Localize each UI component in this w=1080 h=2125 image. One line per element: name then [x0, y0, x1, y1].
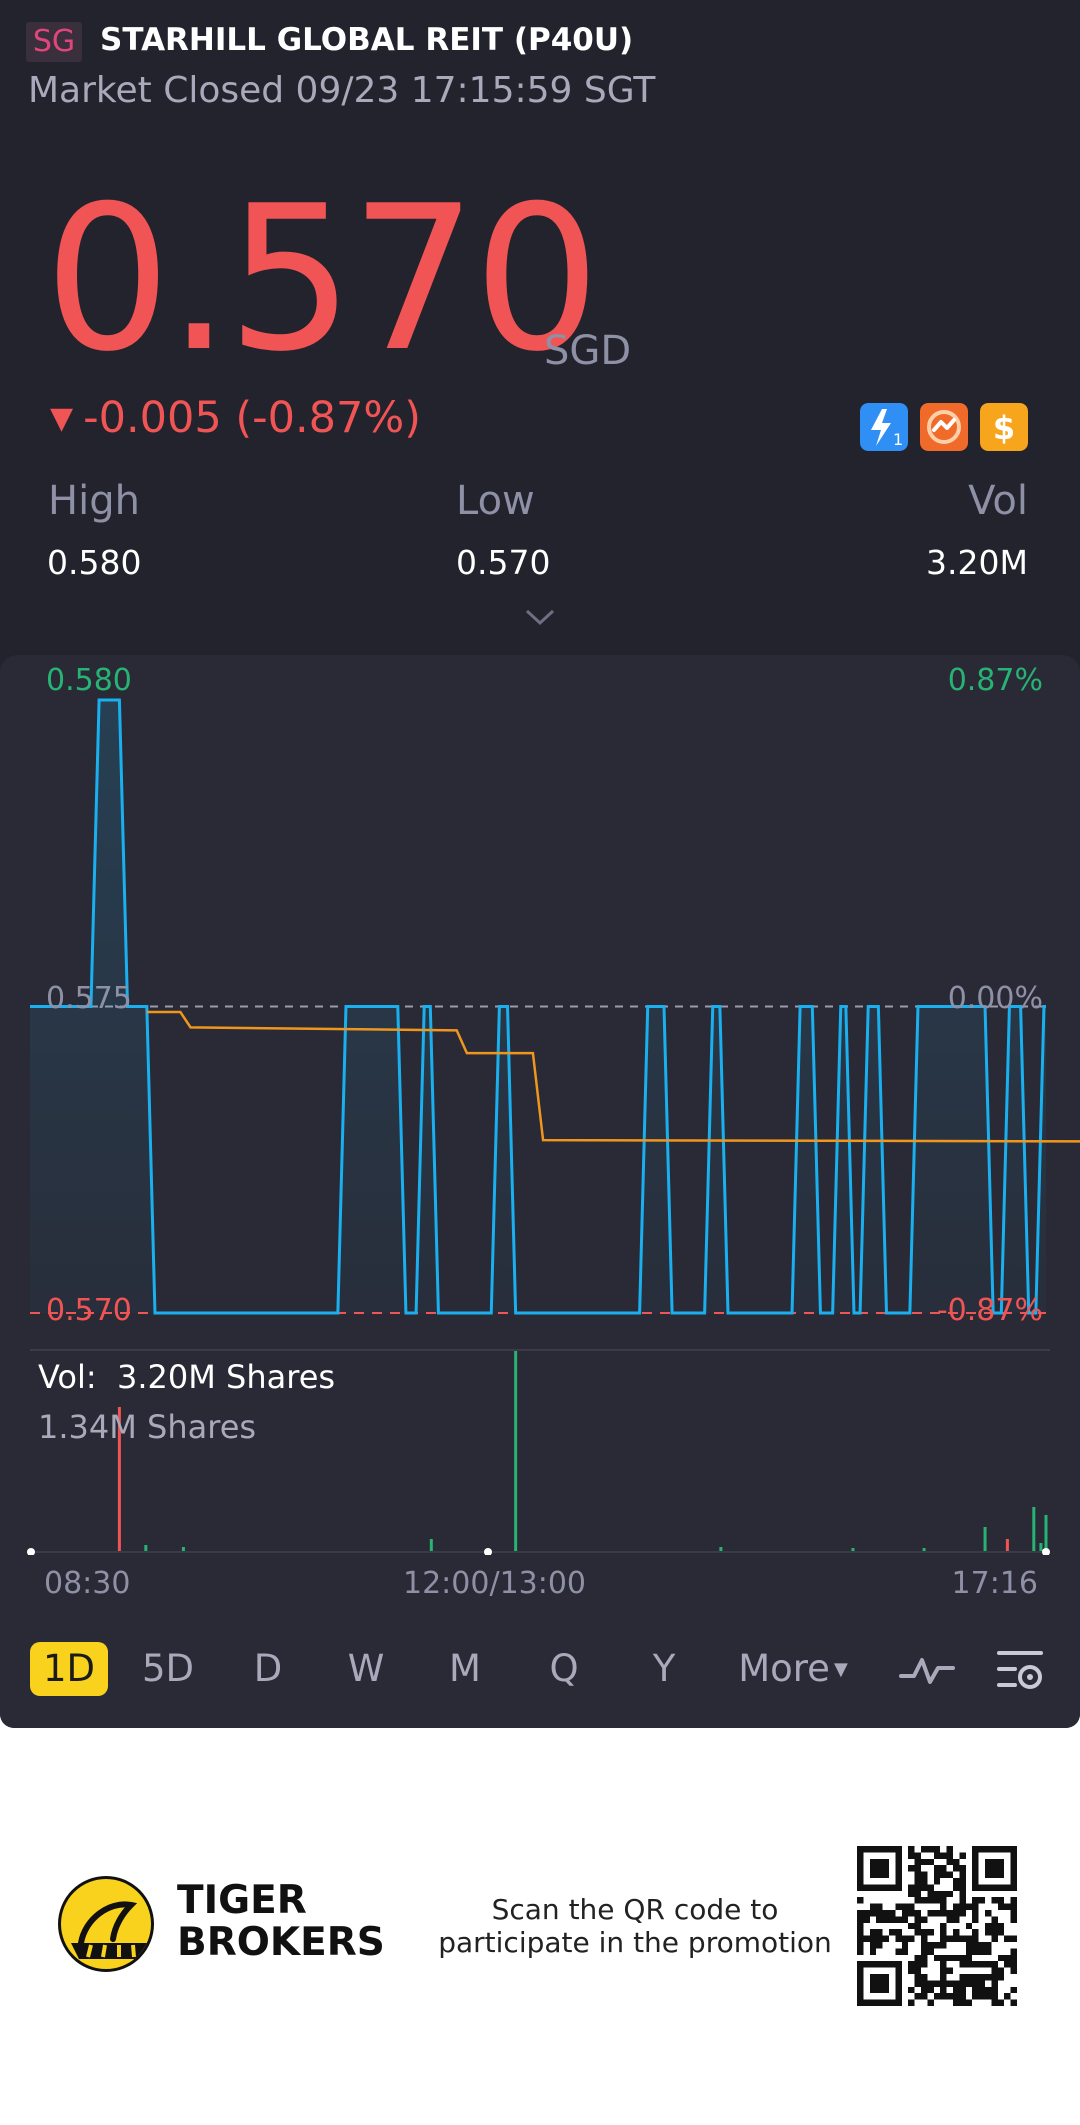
chevron-down-icon[interactable]	[522, 606, 558, 628]
tab-more-label: More	[738, 1647, 830, 1690]
volume-bars	[27, 1351, 1050, 1555]
currency-label: SGD	[544, 328, 632, 374]
intraday-chart[interactable]: 0.580 0.575 0.570 0.87% 0.00% -0.87%	[0, 655, 1080, 1555]
y-axis-top-label: 0.580	[46, 663, 132, 698]
high-value: 0.580	[47, 543, 142, 582]
dollar-icon[interactable]: $	[980, 403, 1028, 451]
tab-q[interactable]: Q	[549, 1647, 579, 1690]
tab-y[interactable]: Y	[652, 1647, 676, 1690]
volume-bar	[117, 1407, 121, 1551]
brand-line-2: BROKERS	[177, 1920, 385, 1965]
average-price-line	[146, 1010, 1080, 1143]
volume-total-label: Vol:	[38, 1358, 97, 1396]
volume-max-label: 1.34M Shares	[38, 1408, 257, 1446]
chart-grid	[30, 1005, 1050, 1553]
brand-name: TIGER BROKERS	[177, 1880, 385, 1964]
low-label: Low	[456, 478, 535, 524]
volume-bar	[1044, 1515, 1048, 1551]
session-end-dot	[1042, 1548, 1050, 1555]
volume-bar	[983, 1527, 987, 1551]
tab-m[interactable]: M	[449, 1647, 481, 1690]
tab-w[interactable]: W	[347, 1647, 385, 1690]
stock-name: STARHILL GLOBAL REIT (P40U)	[100, 22, 634, 58]
tiger-logo-icon	[71, 1901, 147, 1959]
tab-1d[interactable]: 1D	[30, 1642, 108, 1696]
region-badge: SG	[26, 22, 82, 62]
promo-text: Scan the QR code to participate in the p…	[438, 1893, 832, 1959]
chart-panel	[0, 655, 1080, 1728]
volume-bar	[1032, 1507, 1036, 1551]
tiger-brokers-logo	[58, 1876, 154, 1972]
indicator-icon[interactable]	[898, 1650, 956, 1690]
pct-axis-bottom-label: -0.87%	[937, 1293, 1043, 1328]
tab-more[interactable]: More ▼	[730, 1642, 856, 1696]
tab-d[interactable]: D	[253, 1647, 283, 1690]
y-axis-mid-label: 0.575	[46, 981, 132, 1016]
time-mid-label: 12:00/13:00	[403, 1566, 587, 1601]
price-change: ▼ -0.005 (-0.87%)	[50, 390, 421, 447]
svg-text:1: 1	[893, 430, 903, 449]
lunch-break-dot	[484, 1548, 492, 1555]
volume-bar	[429, 1539, 433, 1551]
vol-label: Vol	[968, 478, 1028, 524]
volume-bar	[1039, 1543, 1043, 1551]
pct-axis-mid-label: 0.00%	[948, 981, 1043, 1016]
time-start-label: 08:30	[44, 1566, 131, 1601]
vol-value: 3.20M	[926, 543, 1028, 582]
volume-bar	[1005, 1539, 1009, 1551]
last-price: 0.570	[44, 163, 601, 396]
svg-text:$: $	[993, 409, 1015, 447]
chart-settings-icon[interactable]	[995, 1645, 1047, 1695]
caret-down-icon: ▼	[833, 1659, 848, 1680]
volume-bar	[851, 1548, 855, 1551]
market-status: Market Closed 09/23 17:15:59 SGT	[28, 70, 656, 111]
down-triangle-icon: ▼	[50, 401, 74, 436]
tab-5d[interactable]: 5D	[141, 1647, 195, 1690]
qr-code[interactable]	[857, 1846, 1017, 2006]
volume-total: Vol: 3.20M Shares	[38, 1355, 335, 1399]
brand-line-1: TIGER	[177, 1878, 307, 1923]
quote-header	[0, 0, 1080, 655]
high-label: High	[48, 478, 140, 524]
session-start-dot	[27, 1548, 35, 1555]
volume-bar	[719, 1547, 723, 1551]
pct-axis-top-label: 0.87%	[948, 663, 1043, 698]
lightning-level-1-icon[interactable]: 1	[860, 403, 908, 451]
price-change-value: -0.005 (-0.87%)	[83, 393, 422, 443]
volume-bar	[922, 1548, 926, 1551]
low-value: 0.570	[456, 543, 551, 582]
volume-bar	[144, 1545, 148, 1551]
volume-bar	[181, 1547, 185, 1551]
time-end-label: 17:16	[951, 1566, 1038, 1601]
y-axis-bottom-label: 0.570	[46, 1293, 132, 1328]
volume-total-value: 3.20M Shares	[117, 1358, 336, 1396]
price-line	[30, 698, 1046, 1315]
volume-bar	[514, 1351, 518, 1551]
swap-icon[interactable]	[920, 403, 968, 451]
